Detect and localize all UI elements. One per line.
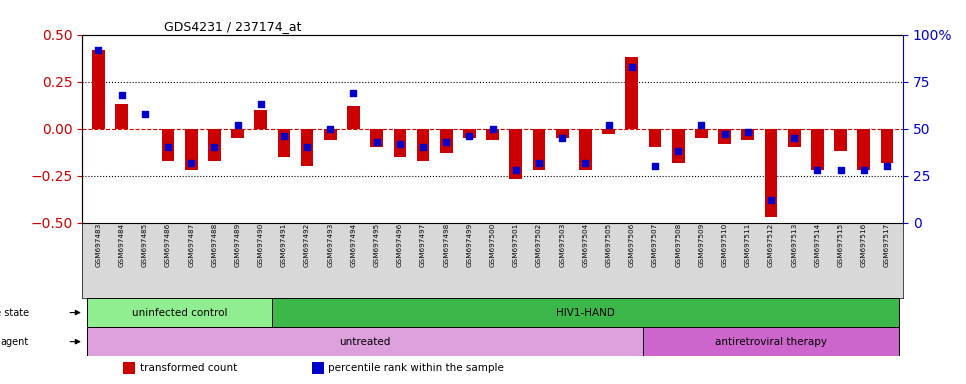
Bar: [347, 106, 360, 129]
Point: [554, 135, 570, 141]
Bar: [695, 129, 708, 138]
Point: [415, 144, 431, 151]
Bar: [370, 129, 384, 147]
Bar: [161, 129, 174, 161]
Point: [763, 197, 779, 203]
Bar: [272, 298, 898, 327]
Point: [299, 144, 315, 151]
Bar: [643, 327, 898, 356]
Bar: [881, 129, 894, 162]
Point: [740, 129, 755, 136]
Bar: [579, 129, 592, 170]
Bar: [811, 129, 824, 170]
Point: [578, 159, 593, 166]
Point: [694, 122, 709, 128]
Point: [253, 101, 269, 107]
Text: agent: agent: [1, 337, 29, 347]
Bar: [92, 50, 104, 129]
Point: [508, 167, 524, 173]
Text: untreated: untreated: [339, 337, 391, 347]
Bar: [208, 129, 220, 161]
Text: antiretroviral therapy: antiretroviral therapy: [715, 337, 827, 347]
Point: [184, 159, 199, 166]
Bar: [124, 362, 134, 374]
Bar: [835, 129, 847, 151]
Bar: [185, 129, 197, 170]
Point: [856, 167, 871, 173]
Bar: [115, 104, 128, 129]
Bar: [486, 129, 499, 140]
Point: [392, 141, 408, 147]
Text: uninfected control: uninfected control: [131, 308, 227, 318]
Point: [786, 135, 802, 141]
Point: [276, 133, 292, 139]
Point: [137, 111, 153, 117]
Bar: [254, 110, 267, 129]
Point: [439, 139, 454, 145]
Bar: [765, 129, 778, 217]
Bar: [231, 129, 243, 138]
Point: [624, 63, 639, 70]
Bar: [742, 129, 754, 140]
Point: [114, 92, 129, 98]
Bar: [602, 129, 615, 134]
Text: HIV1-HAND: HIV1-HAND: [556, 308, 615, 318]
Bar: [671, 129, 685, 162]
Bar: [858, 129, 870, 170]
Text: GDS4231 / 237174_at: GDS4231 / 237174_at: [164, 20, 301, 33]
Point: [601, 122, 616, 128]
Point: [323, 126, 338, 132]
Bar: [719, 129, 731, 144]
Point: [369, 139, 384, 145]
Text: percentile rank within the sample: percentile rank within the sample: [328, 363, 504, 373]
Point: [485, 126, 500, 132]
Point: [531, 159, 547, 166]
Bar: [509, 129, 523, 179]
Bar: [87, 298, 272, 327]
Point: [833, 167, 848, 173]
Bar: [324, 129, 337, 140]
Point: [230, 122, 245, 128]
Point: [670, 148, 686, 154]
Text: disease state: disease state: [0, 308, 29, 318]
Bar: [463, 129, 476, 138]
Text: transformed count: transformed count: [139, 363, 237, 373]
Point: [879, 163, 895, 169]
Bar: [555, 129, 569, 138]
Bar: [416, 129, 430, 161]
Point: [160, 144, 176, 151]
Point: [717, 131, 732, 137]
Point: [207, 144, 222, 151]
Bar: [87, 327, 643, 356]
Bar: [277, 129, 291, 157]
Bar: [440, 129, 453, 153]
Point: [647, 163, 663, 169]
Bar: [532, 129, 546, 170]
Point: [810, 167, 825, 173]
Bar: [393, 129, 407, 157]
Bar: [312, 362, 324, 374]
Bar: [648, 129, 662, 147]
Bar: [625, 57, 639, 129]
Bar: [300, 129, 314, 166]
Point: [91, 46, 106, 53]
Point: [346, 90, 361, 96]
Bar: [788, 129, 801, 147]
Point: [462, 133, 477, 139]
